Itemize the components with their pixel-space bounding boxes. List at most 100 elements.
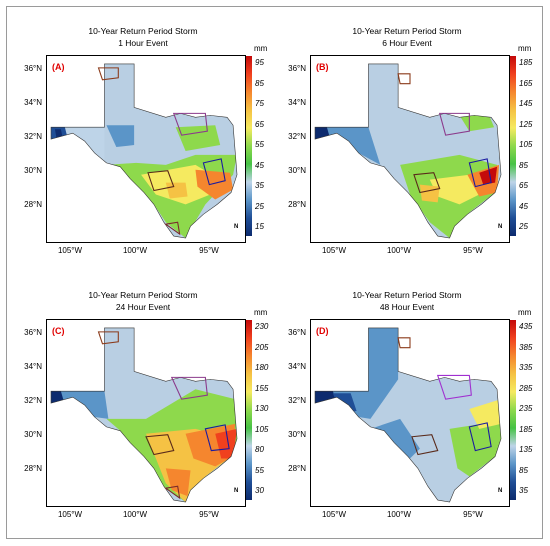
unit-label: mm <box>518 44 532 53</box>
basin-boundary <box>411 434 439 456</box>
colorbar-tick-label: 165 <box>519 78 533 88</box>
lat-tick-label: 36°N <box>24 64 42 73</box>
lat-tick-label: 30°N <box>24 166 42 175</box>
colorbar-tick-label: 155 <box>255 383 269 393</box>
colorbar-tick-label: 45 <box>519 201 528 211</box>
lat-tick-label: 30°N <box>288 430 306 439</box>
precip-region <box>51 391 109 419</box>
basin-boundary <box>170 376 208 400</box>
lon-tick-label: 105°W <box>57 510 83 519</box>
lat-tick-label: 28°N <box>24 464 42 473</box>
colorbar-tick-label: 25 <box>519 222 528 231</box>
north-arrow-icon: N <box>498 224 503 230</box>
precip-region <box>479 166 498 185</box>
colorbar-tick-label: 80 <box>255 445 264 454</box>
north-arrow-icon: N <box>498 488 503 494</box>
basin-boundary <box>468 422 492 452</box>
texas-map <box>50 63 238 239</box>
colorbar-tick-label: 35 <box>255 181 264 190</box>
basin-boundary <box>202 158 226 186</box>
colorbar-tick-label: 385 <box>519 342 533 352</box>
lat-tick-label: 34°N <box>288 362 306 371</box>
basin-boundary <box>468 158 492 188</box>
lat-tick-label: 36°N <box>24 328 42 337</box>
precip-region <box>419 184 440 203</box>
texas-outline <box>314 63 502 239</box>
colorbar-tick-label: 15 <box>255 222 264 231</box>
colorbar-tick-label: 55 <box>255 465 264 475</box>
colorbar-tick-label: 65 <box>255 119 264 129</box>
map-panel-4: 10-Year Return Period Storm 48 Hour Event… <box>272 272 542 532</box>
map-panel-2: 10-Year Return Period Storm 6 Hour Event (… <box>272 8 542 268</box>
lat-tick-label: 34°N <box>24 362 42 371</box>
state-base-fill <box>315 327 502 503</box>
lon-tick-label: 100°W <box>122 246 148 255</box>
colorbar <box>510 56 516 236</box>
lat-tick-label: 28°N <box>24 200 42 209</box>
panel-letter: (C) <box>52 326 65 336</box>
precip-region <box>215 428 238 459</box>
lon-tick-label: 105°W <box>57 246 83 255</box>
panel-letter: (B) <box>316 62 329 72</box>
panel-title: 10-Year Return Period Storm <box>88 26 198 36</box>
lat-tick-label: 32°N <box>24 396 42 405</box>
colorbar-tick-label: 85 <box>519 160 528 170</box>
colorbar-tick-label: 130 <box>255 404 269 413</box>
colorbar-tick-label: 55 <box>255 140 264 149</box>
colorbar-tick-label: 145 <box>519 99 533 108</box>
colorbar <box>246 320 252 500</box>
colorbar-tick-label: 75 <box>255 99 264 108</box>
precip-region <box>429 174 480 205</box>
colorbar-tick-label: 65 <box>519 181 528 190</box>
basin-boundary <box>97 67 119 81</box>
colorbar-tick-label: 30 <box>255 486 264 495</box>
panel-letter: (A) <box>52 62 65 72</box>
colorbar-tick-label: 25 <box>255 201 264 211</box>
basin-boundary <box>397 337 411 349</box>
texas-map <box>314 327 502 503</box>
basin-boundary <box>145 434 175 456</box>
lon-tick-label: 105°W <box>321 246 347 255</box>
state-base-fill <box>51 63 238 239</box>
colorbar <box>510 320 516 500</box>
precip-region <box>469 399 502 429</box>
map-area <box>310 319 510 507</box>
lat-tick-label: 32°N <box>288 132 306 141</box>
map-panel-1: 10-Year Return Period Storm 1 Hour Event (… <box>8 8 278 268</box>
colorbar <box>246 56 252 236</box>
lat-tick-label: 30°N <box>24 430 42 439</box>
texas-outline <box>314 327 502 503</box>
state-base-fill <box>315 63 502 239</box>
lon-tick-label: 95°W <box>199 510 219 519</box>
colorbar-tick-label: 435 <box>519 322 533 331</box>
panel-title: 10-Year Return Period Storm <box>352 26 462 36</box>
texas-map <box>314 63 502 239</box>
lat-tick-label: 32°N <box>288 396 306 405</box>
basin-boundary <box>172 112 208 136</box>
basin-boundary <box>436 374 472 400</box>
colorbar-tick-label: 45 <box>255 160 264 170</box>
precip-region <box>370 418 420 459</box>
texas-map <box>50 327 238 503</box>
colorbar-tick-label: 185 <box>519 424 533 434</box>
colorbar-tick-label: 105 <box>255 424 269 434</box>
lon-tick-label: 100°W <box>386 510 412 519</box>
colorbar-tick-label: 85 <box>519 465 528 475</box>
lat-tick-label: 34°N <box>24 98 42 107</box>
basin-boundary <box>164 485 181 500</box>
colorbar-tick-label: 125 <box>519 119 533 129</box>
colorbar-tick-label: 105 <box>519 140 533 149</box>
precip-region <box>165 468 191 497</box>
unit-label: mm <box>254 308 268 317</box>
unit-label: mm <box>518 308 532 317</box>
texas-outline <box>50 63 238 239</box>
lat-tick-label: 32°N <box>24 132 42 141</box>
colorbar-tick-label: 285 <box>519 383 533 393</box>
map-area <box>310 55 510 243</box>
precip-region <box>459 115 495 132</box>
precip-region <box>175 125 221 151</box>
colorbar-tick-label: 205 <box>255 342 269 352</box>
precip-region <box>195 169 234 200</box>
lat-tick-label: 36°N <box>288 328 306 337</box>
colorbar-tick-label: 35 <box>519 486 528 495</box>
